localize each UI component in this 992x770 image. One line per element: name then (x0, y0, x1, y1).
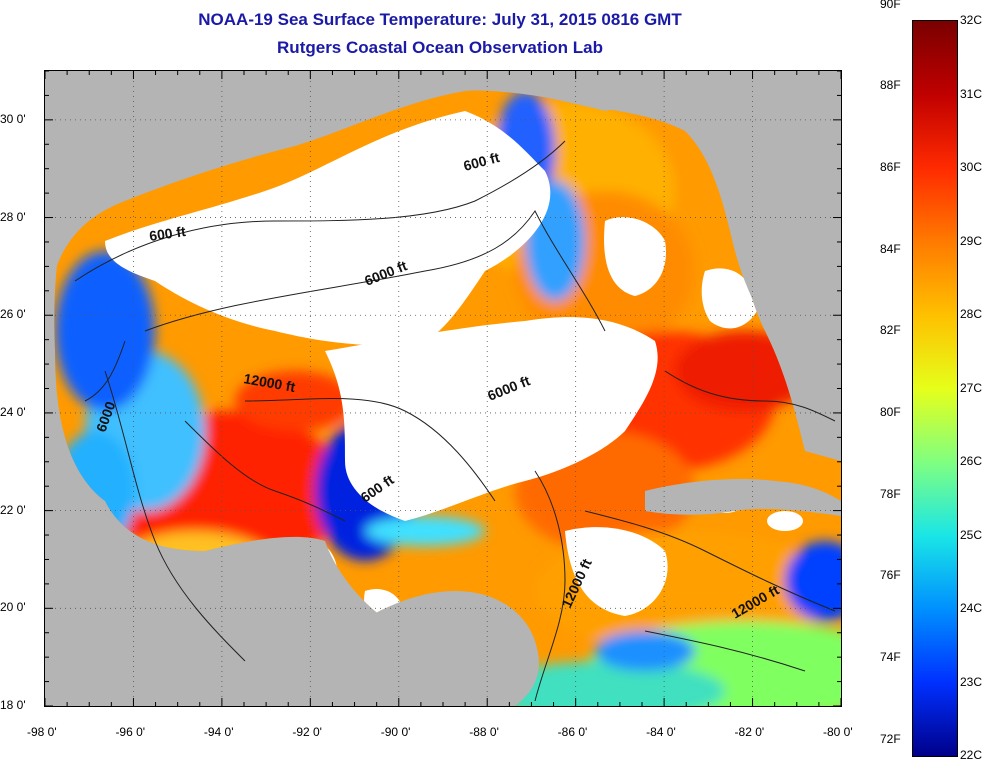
y-tick-label: 26 0' (0, 307, 26, 322)
colorbar-fahrenheit-label: 88F (880, 78, 901, 93)
x-tick-label: -86 0' (557, 725, 588, 739)
sst-field (55, 91, 841, 706)
x-tick-label: -90 0' (380, 725, 411, 739)
x-tick-label: -88 0' (469, 725, 499, 739)
colorbar-fahrenheit-label: 90F (880, 0, 901, 11)
axis-ticks (45, 71, 841, 706)
land-cuba (645, 479, 841, 516)
x-tick-label: -92 0' (292, 725, 322, 739)
y-tick-label: 30 0' (0, 111, 26, 126)
x-tick-label: -84 0' (646, 725, 676, 739)
colorbar-fahrenheit-label: 84F (880, 241, 901, 256)
colorbar-fahrenheit-label: 72F (880, 731, 901, 746)
x-tick-label: -94 0' (203, 725, 234, 739)
colorbar-fahrenheit-label: 80F (880, 405, 901, 419)
x-tick-label: -98 0' (27, 725, 57, 739)
contour-label-600ft-west: 600 ft (148, 223, 187, 244)
colorbar-celsius-label: 29C (960, 233, 983, 248)
cloud-cover (105, 111, 803, 699)
colorbar-celsius-label: 32C (960, 13, 983, 27)
y-tick-label: 18 0' (0, 698, 26, 712)
y-tick-label: 28 0' (0, 209, 26, 224)
land-yucatan (345, 591, 539, 706)
y-tick-label: 20 0' (0, 600, 26, 615)
temperature-colorbar (912, 20, 958, 757)
colorbar-fahrenheit-label: 82F (880, 323, 901, 338)
x-tick-label: -96 0' (115, 725, 146, 739)
bathymetry-contours (74, 140, 836, 702)
colorbar-fahrenheit-label: 74F (880, 650, 901, 664)
colorbar-fahrenheit-label: 86F (880, 160, 901, 174)
x-tick-label: -80 0' (823, 725, 853, 739)
map-title: NOAA-19 Sea Surface Temperature: July 31… (198, 10, 682, 29)
land-north-america (45, 71, 841, 706)
colorbar-celsius-label: 26C (960, 454, 983, 468)
colorbar-celsius-label: 23C (960, 674, 983, 689)
colorbar-fahrenheit-label: 76F (880, 568, 901, 583)
colorbar-celsius-label: 27C (960, 380, 983, 395)
grid-lines (45, 71, 841, 706)
colorbar-celsius-label: 25C (960, 527, 983, 542)
map-subtitle: Rutgers Coastal Ocean Observation Lab (277, 38, 603, 57)
colorbar-fahrenheit-label: 78F (880, 486, 901, 501)
colorbar-celsius-label: 31C (960, 86, 983, 101)
y-tick-label: 24 0' (0, 404, 26, 419)
colorbar-celsius-label: 24C (960, 601, 983, 615)
sst-map[interactable]: 600 ft 600 ft 6000 ft 6000 ft 12000 ft 6… (44, 70, 842, 707)
colorbar-celsius-label: 22C (960, 748, 983, 762)
colorbar-celsius-label: 30C (960, 160, 983, 174)
y-tick-label: 22 0' (0, 502, 26, 517)
x-tick-label: -82 0' (734, 725, 765, 739)
land (45, 71, 841, 706)
sst-map-canvas: 600 ft 600 ft 6000 ft 6000 ft 12000 ft 6… (45, 71, 841, 706)
colorbar-celsius-label: 28C (960, 307, 983, 321)
